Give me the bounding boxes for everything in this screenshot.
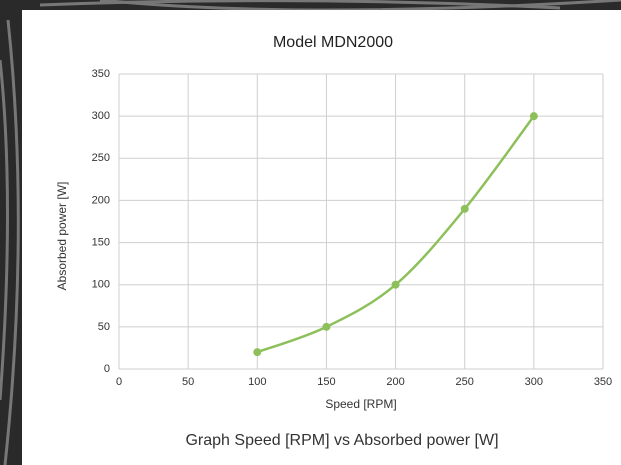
x-tick-label: 150 <box>317 376 335 388</box>
x-tick-label: 100 <box>248 376 266 388</box>
x-axis-label: Speed [RPM] <box>325 397 396 411</box>
y-tick-label: 300 <box>92 110 110 122</box>
y-tick-label: 150 <box>92 236 110 248</box>
y-tick-label: 250 <box>92 152 110 164</box>
x-tick-label: 0 <box>116 376 122 388</box>
y-tick-label: 100 <box>92 279 110 291</box>
x-tick-label: 300 <box>525 376 543 388</box>
y-axis-label: Absorbed power [W] <box>55 182 69 291</box>
data-point <box>253 348 262 357</box>
y-tick-label: 200 <box>92 194 110 206</box>
x-tick-label: 200 <box>386 376 404 388</box>
y-tick-label: 50 <box>98 321 110 333</box>
y-tick-label: 350 <box>92 68 110 80</box>
caption: Graph Speed [RPM] vs Absorbed power [W] <box>185 432 498 449</box>
y-tick-label: 0 <box>104 363 110 375</box>
series-line <box>256 115 535 354</box>
x-tick-label: 50 <box>182 376 194 388</box>
chart-title: Model MDN2000 <box>273 34 393 51</box>
data-point <box>460 204 469 213</box>
x-tick-label: 250 <box>456 376 474 388</box>
data-point <box>391 280 400 289</box>
data-point <box>529 112 538 121</box>
x-tick-label: 350 <box>594 376 612 388</box>
data-point <box>322 322 331 331</box>
chart-card <box>22 10 621 465</box>
